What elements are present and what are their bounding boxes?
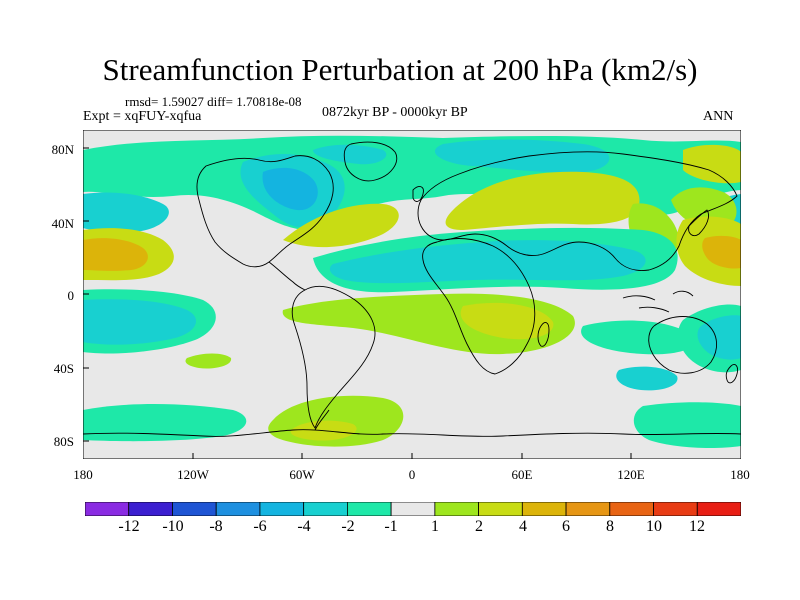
colorbar-label-6: 6	[562, 518, 570, 535]
colorbar-label-m12: -12	[118, 518, 140, 535]
coastlines	[83, 141, 741, 437]
experiment-label: Expt = xqFUY-xqfua	[83, 109, 202, 124]
coastline-uk	[412, 186, 424, 202]
lat-label-80n: 80N	[51, 142, 74, 157]
period-label: 0872kyr BP - 0000kyr BP	[322, 105, 468, 120]
streamfunction-map	[83, 130, 741, 459]
colorbar-label-m2: -2	[341, 518, 355, 535]
contour-yellow-sh-africa	[460, 302, 554, 340]
contour-yellow-asia	[445, 171, 640, 230]
contour-cyan-eq-east	[697, 315, 741, 360]
colorbar-label-8: 8	[606, 518, 614, 535]
colorbar-label-m10: -10	[162, 518, 184, 535]
contour-cyan-sh-east	[616, 366, 678, 391]
coastline-antarctic-peninsula	[314, 409, 330, 431]
contour-yellow-atlantic	[283, 203, 399, 248]
contour-fields	[83, 135, 741, 448]
colorbar-box	[85, 502, 130, 516]
coastline-japan	[688, 209, 710, 237]
lon-label-0: 0	[408, 467, 416, 482]
colorbar-label-4: 4	[519, 518, 527, 535]
contour-green-sh-small	[185, 353, 232, 369]
colorbar-box	[303, 502, 348, 516]
lat-label-0: 0	[67, 288, 75, 303]
coastline-eurasia	[417, 151, 738, 271]
map-title: Streamfunction Perturbation at 200 hPa (…	[102, 52, 698, 87]
coastline-australia	[648, 316, 717, 374]
colorbar-box	[346, 502, 392, 516]
coastline-new-zealand	[725, 363, 738, 384]
colorbar-label-m8: -8	[209, 518, 223, 535]
colorbar-box	[215, 502, 261, 516]
colorbar-box	[696, 502, 741, 516]
colorbar-label-m1: -1	[384, 518, 398, 535]
contour-cyan-eq-pacific	[83, 299, 197, 345]
colorbar-label-m6: -6	[253, 518, 267, 535]
lat-label-40n: 40N	[51, 216, 74, 231]
lon-label-180w: 180	[73, 467, 93, 482]
contour-orange-pacific-east	[702, 235, 741, 269]
contour-green-antarctic-east	[633, 402, 741, 448]
colorbar-box	[390, 502, 436, 516]
colorbar-label-2: 2	[475, 518, 483, 535]
colorbar-box	[434, 502, 479, 516]
colorbar-box	[653, 502, 698, 516]
coastline-indonesia	[622, 290, 694, 313]
colorbar-label-12: 12	[689, 518, 705, 535]
lon-label-60e: 60E	[511, 467, 533, 482]
colorbar-box	[478, 502, 523, 516]
lon-label-60w: 60W	[289, 467, 315, 482]
contour-deepblue-canada	[262, 167, 318, 211]
coastline-central-america	[268, 261, 306, 291]
contour-green-antarctic-band	[83, 404, 247, 442]
lon-label-120w: 120W	[177, 467, 209, 482]
contour-orange-pacific-west	[83, 238, 148, 271]
colorbar-label-m4: -4	[297, 518, 311, 535]
coastline-madagascar	[537, 322, 550, 347]
colorbar-label-10: 10	[646, 518, 662, 535]
contour-cyan-subtropical-band	[329, 240, 646, 284]
colorbar-box	[565, 502, 611, 516]
lat-label-40s: 40S	[53, 361, 74, 376]
contour-blue-west-arctic	[313, 144, 387, 165]
colorbar-box	[521, 502, 567, 516]
axis-ticks	[83, 147, 741, 459]
contour-blue-pacific-north	[83, 192, 169, 233]
coastline-north-america	[196, 155, 334, 268]
contour-yellow-ne-corner	[683, 144, 741, 184]
contour-green-sh-east-band	[581, 320, 695, 355]
colorbar	[85, 502, 741, 516]
colorbar-box	[128, 502, 173, 516]
lat-label-80s: 80S	[53, 434, 74, 449]
contour-blue-arctic-eurasia	[434, 139, 610, 173]
lon-label-120e: 120E	[617, 467, 645, 482]
colorbar-box	[609, 502, 654, 516]
rmsd-diff-text: rmsd= 1.59027 diff= 1.70818e-08	[125, 94, 302, 109]
colorbar-box	[172, 502, 217, 516]
coastline-africa	[422, 238, 536, 375]
colorbar-box	[259, 502, 305, 516]
coastline-south-america	[291, 286, 376, 429]
season-label: ANN	[703, 109, 734, 124]
coastline-greenland	[343, 141, 398, 182]
colorbar-label-1: 1	[431, 518, 439, 535]
lon-label-180e: 180	[730, 467, 750, 482]
coastline-antarctica	[83, 429, 741, 437]
